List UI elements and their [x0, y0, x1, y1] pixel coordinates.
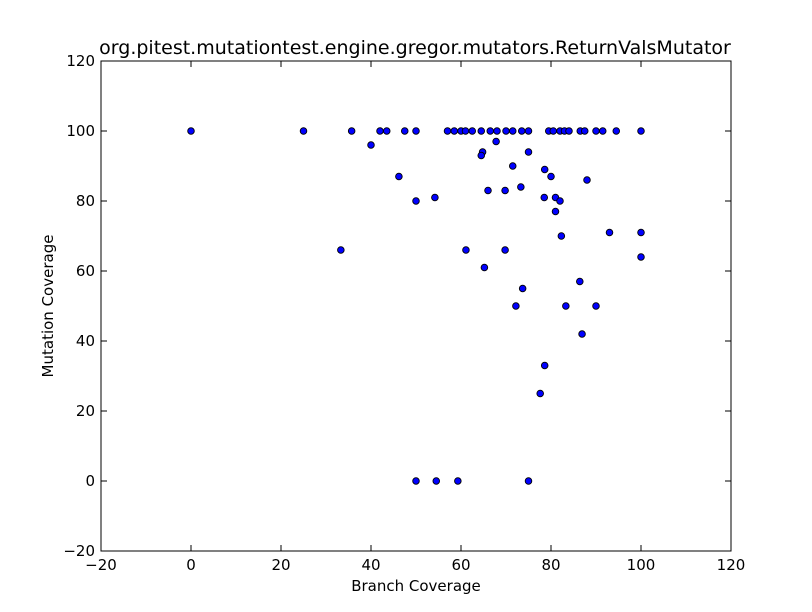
data-point	[337, 246, 345, 254]
data-point	[518, 127, 526, 135]
data-point	[581, 127, 589, 135]
y-tick-label: 60	[76, 262, 95, 280]
data-point	[565, 127, 573, 135]
data-point	[412, 197, 420, 205]
data-point	[509, 162, 517, 170]
data-point	[509, 127, 517, 135]
x-tick-label: 80	[541, 556, 560, 574]
y-tick-label: −20	[63, 542, 95, 560]
data-point	[540, 361, 549, 370]
data-point	[395, 172, 403, 181]
data-point	[578, 330, 586, 338]
data-point	[367, 141, 375, 149]
data-point	[431, 193, 439, 202]
data-point	[517, 183, 525, 191]
data-point	[501, 246, 509, 254]
data-point	[486, 127, 495, 135]
data-point	[599, 127, 607, 135]
data-point	[376, 127, 384, 135]
axis-ticks: −20 0 20 40 60 80 100 120 −20 0 20 40 60 80 100 120	[63, 52, 745, 574]
data-point	[637, 127, 645, 135]
y-tick-label: 20	[76, 402, 95, 420]
data-point	[605, 228, 614, 237]
data-point	[187, 127, 195, 135]
x-axis-label: Branch Coverage	[351, 577, 481, 595]
data-point	[461, 127, 470, 135]
data-point	[612, 127, 621, 135]
data-point	[592, 302, 600, 310]
data-point	[450, 127, 459, 135]
data-point	[524, 477, 533, 485]
x-tick-label: 20	[271, 556, 290, 574]
data-point	[540, 165, 549, 174]
y-axis-label: Mutation Coverage	[39, 235, 57, 378]
data-point	[637, 228, 645, 237]
data-point	[549, 127, 558, 135]
data-point	[501, 186, 509, 195]
data-point	[468, 127, 477, 135]
x-tick-label: 40	[361, 556, 380, 574]
data-point	[412, 127, 420, 135]
data-point	[299, 127, 308, 135]
data-point	[547, 172, 555, 181]
data-point	[556, 197, 564, 205]
data-point	[557, 232, 566, 240]
chart-title: org.pitest.mutationtest.engine.gregor.mu…	[99, 37, 731, 59]
data-point	[524, 148, 533, 156]
data-point	[432, 477, 441, 485]
data-point	[493, 127, 501, 135]
data-point	[347, 127, 356, 135]
x-tick-label: 120	[717, 556, 746, 574]
data-point	[454, 477, 462, 485]
y-tick-label: 80	[76, 192, 95, 210]
data-point	[592, 127, 600, 135]
data-point	[383, 127, 391, 135]
x-tick-label: 100	[627, 556, 656, 574]
plot-frame	[100, 60, 732, 552]
x-tick-label: 60	[451, 556, 470, 574]
data-point	[551, 207, 560, 216]
data-point	[462, 246, 470, 254]
x-tick-label: −20	[85, 556, 117, 574]
data-point	[637, 253, 645, 261]
points-layer	[187, 127, 645, 485]
y-tick-label: 0	[85, 472, 95, 490]
data-point	[401, 127, 409, 135]
data-point	[502, 127, 510, 135]
data-point	[480, 263, 489, 272]
data-point	[576, 277, 584, 286]
x-tick-label: 0	[186, 556, 196, 574]
data-point	[583, 176, 591, 184]
y-tick-label: 120	[66, 52, 95, 70]
data-point	[412, 477, 420, 485]
data-point	[512, 302, 520, 310]
data-point	[477, 127, 486, 135]
data-point	[540, 193, 549, 202]
data-point	[477, 151, 486, 160]
data-point	[484, 186, 492, 195]
data-point	[443, 127, 452, 135]
data-point	[492, 137, 500, 146]
data-point	[536, 389, 544, 398]
data-point	[524, 127, 533, 135]
y-tick-label: 100	[66, 122, 95, 140]
data-point	[518, 284, 527, 293]
data-point	[562, 302, 570, 310]
y-tick-label: 40	[76, 332, 95, 350]
